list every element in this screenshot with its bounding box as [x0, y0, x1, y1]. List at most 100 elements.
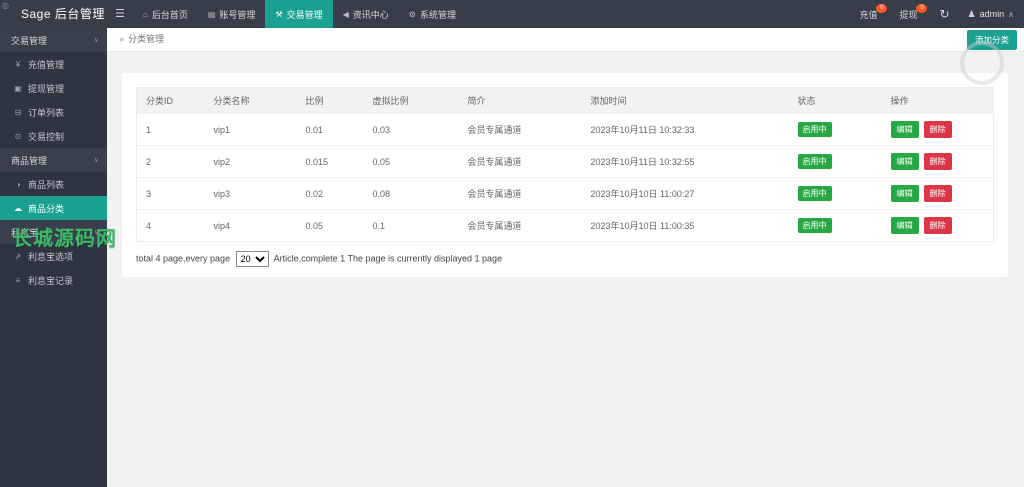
column-header: 简介 [458, 87, 582, 114]
cell-name: vip1 [204, 113, 297, 146]
sidebar-item-trade-control[interactable]: ⊙ 交易控制 [0, 124, 107, 148]
user-icon: ♟ [967, 8, 976, 19]
corner-watermark-icon: ◎ [2, 1, 9, 10]
sidebar-item-goods-list[interactable]: ◑ 商品列表 [0, 172, 107, 196]
bullhorn-icon: ◀ [342, 9, 349, 19]
nav-tab-system-label: 系统管理 [419, 9, 456, 20]
edit-button[interactable]: 编辑 [890, 217, 919, 234]
hamburger-menu-icon[interactable]: ☰ [115, 8, 125, 20]
nav-tab-dashboard[interactable]: ⌂ 后台首页 [133, 0, 198, 28]
column-header: 比例 [296, 87, 364, 114]
sidebar-section-trade-label: 交易管理 [11, 35, 48, 46]
cell-status: 启用中 [788, 145, 882, 178]
cell-actions: 编辑 删除 [881, 145, 994, 178]
delete-button[interactable]: 删除 [923, 121, 952, 138]
withdraw-link[interactable]: 提现 0 [899, 3, 928, 21]
gauge-icon: ⊙ [14, 131, 22, 141]
refresh-icon[interactable]: ↻ [939, 7, 950, 21]
sidebar-item-goods-category[interactable]: ☁ 商品分类 [0, 196, 107, 220]
cell-actions: 编辑 删除 [881, 177, 994, 210]
sidebar-section-trade[interactable]: 交易管理 ∨ [0, 28, 107, 52]
breadcrumb: » 分类管理 [107, 28, 1024, 52]
list-icon: ≡ [15, 275, 21, 285]
breadcrumb-label: 分类管理 [128, 34, 165, 44]
cell-actions: 编辑 删除 [881, 209, 994, 242]
delete-button[interactable]: 删除 [923, 185, 952, 202]
chart-icon: ⇗ [14, 251, 22, 261]
cell-id: 1 [136, 113, 205, 146]
edit-button[interactable]: 编辑 [890, 153, 919, 170]
cell-virtual_ratio: 0.1 [363, 209, 459, 242]
id-card-icon: ▤ [207, 9, 216, 19]
delete-button[interactable]: 删除 [923, 153, 952, 170]
per-page-select[interactable]: 20 [235, 251, 269, 267]
pagination-suffix: Article,complete 1 The page is currently… [273, 253, 503, 264]
nav-tab-accounts[interactable]: ▤ 账号管理 [198, 0, 266, 28]
cell-id: 2 [136, 145, 205, 178]
chevron-down-icon: ∨ [93, 37, 99, 44]
cell-created_at: 2023年10月10日 11:00:35 [581, 209, 789, 242]
sidebar-item-goods-category-label: 商品分类 [28, 203, 65, 214]
cart-icon: ⊟ [14, 107, 22, 117]
content-card: 分类ID 分类名称 比例 虚拟比例 简介 添加时间 状态 操作 1 vip1 0.01 0.03 会员… [122, 73, 1008, 277]
sidebar-item-lixibao-records[interactable]: ≡ 利息宝记录 [0, 268, 107, 292]
withdraw-label: 提现 [899, 9, 918, 20]
column-header: 添加时间 [581, 87, 789, 114]
cell-name: vip4 [204, 209, 297, 242]
cell-intro: 会员专属通道 [458, 209, 582, 242]
cell-status: 启用中 [788, 209, 882, 242]
sidebar-item-lixibao-records-label: 利息宝记录 [28, 275, 74, 286]
sidebar-item-recharge[interactable]: ¥ 充值管理 [0, 52, 107, 76]
sidebar-item-orders[interactable]: ⊟ 订单列表 [0, 100, 107, 124]
cell-ratio: 0.02 [296, 177, 364, 210]
breadcrumb-arrow-icon: » [119, 34, 125, 44]
nav-tab-trade[interactable]: ⚒ 交易管理 [265, 0, 333, 28]
sidebar-section-goods[interactable]: 商品管理 ∨ [0, 148, 107, 172]
table-header-row: 分类ID 分类名称 比例 虚拟比例 简介 添加时间 状态 操作 [136, 87, 994, 114]
sidebar-item-withdraw[interactable]: ▣ 提现管理 [0, 76, 107, 100]
status-badge[interactable]: 启用中 [797, 154, 832, 169]
nav-tab-news[interactable]: ◀ 资讯中心 [333, 0, 399, 28]
yen-icon: ¥ [15, 59, 21, 69]
sidebar-section-goods-label: 商品管理 [11, 155, 48, 166]
user-menu[interactable]: ♟ admin ∧ [968, 9, 1014, 20]
sidebar-item-lixibao-options-label: 利息宝选项 [28, 251, 74, 262]
category-table: 分类ID 分类名称 比例 虚拟比例 简介 添加时间 状态 操作 1 vip1 0.01 0.03 会员… [136, 87, 994, 242]
sidebar-item-trade-control-label: 交易控制 [28, 131, 65, 142]
withdraw-badge: 0 [916, 3, 928, 13]
home-icon: ⌂ [143, 9, 148, 19]
app-logo: Sage 后台管理 [21, 7, 105, 21]
chevron-down-icon: ∨ [93, 229, 99, 236]
cell-name: vip2 [204, 145, 297, 178]
top-header: Sage 后台管理 ☰ ⌂ 后台首页 ▤ 账号管理 ⚒ 交易管理 ◀ 资讯中心 ⚙ 系统管理 充值… [0, 0, 1024, 28]
cell-ratio: 0.015 [296, 145, 364, 178]
cell-intro: 会员专属通道 [458, 145, 582, 178]
sidebar-item-lixibao-options[interactable]: ⇗ 利息宝选项 [0, 244, 107, 268]
cell-ratio: 0.01 [296, 113, 364, 146]
nav-tab-system[interactable]: ⚙ 系统管理 [399, 0, 466, 28]
cloud-icon: ☁ [14, 203, 22, 213]
status-badge[interactable]: 启用中 [797, 186, 832, 201]
cell-status: 启用中 [788, 113, 882, 146]
add-category-button[interactable]: 添加分类 [967, 30, 1017, 50]
status-badge[interactable]: 启用中 [797, 218, 832, 233]
recharge-link[interactable]: 充值 0 [859, 3, 888, 21]
table-row: 4 vip4 0.05 0.1 会员专属通道 2023年10月10日 11:00:35 启用… [136, 209, 994, 242]
cell-intro: 会员专属通道 [458, 177, 582, 210]
pie-icon: ◑ [15, 179, 21, 189]
nav-tab-dashboard-label: 后台首页 [151, 9, 188, 20]
status-badge[interactable]: 启用中 [797, 122, 832, 137]
chevron-down-icon: ∨ [93, 157, 99, 164]
sidebar-section-lixibao[interactable]: 利息宝 ∨ [0, 220, 107, 244]
sidebar-item-orders-label: 订单列表 [28, 107, 65, 118]
delete-button[interactable]: 删除 [923, 217, 952, 234]
top-nav: ⌂ 后台首页 ▤ 账号管理 ⚒ 交易管理 ◀ 资讯中心 ⚙ 系统管理 [133, 0, 466, 28]
edit-button[interactable]: 编辑 [890, 185, 919, 202]
column-header: 分类ID [136, 87, 205, 114]
wrench-icon: ⚒ [275, 9, 283, 19]
cell-intro: 会员专属通道 [458, 113, 582, 146]
edit-button[interactable]: 编辑 [890, 121, 919, 138]
sidebar-section-lixibao-label: 利息宝 [11, 227, 39, 238]
column-header: 分类名称 [204, 87, 297, 114]
